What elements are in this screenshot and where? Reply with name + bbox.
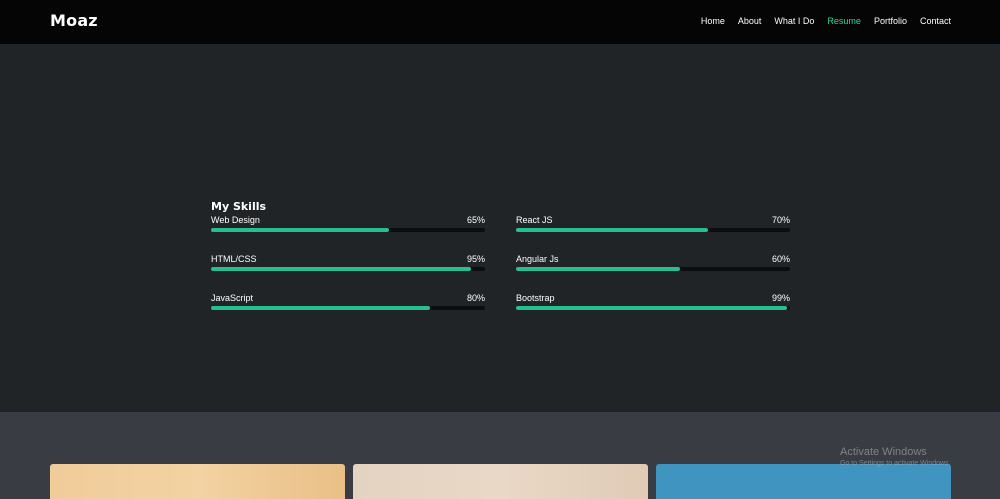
nav-link-portfolio[interactable]: Portfolio <box>873 16 907 26</box>
skills-heading: My Skills <box>211 200 267 213</box>
skill-name: JavaScript <box>211 293 254 303</box>
skill-progress-track <box>211 267 485 271</box>
portfolio-card-2[interactable] <box>353 464 648 499</box>
nav-link-resume[interactable]: Resume <box>827 16 861 26</box>
skill-progress-track <box>211 306 485 310</box>
skill-progress-fill <box>516 228 708 232</box>
skill-name: React JS <box>516 215 553 225</box>
navbar: Moaz Home About What I Do Resume Portfol… <box>0 0 1000 44</box>
skill-progress-fill <box>211 267 472 271</box>
skill-name: HTML/CSS <box>211 254 257 264</box>
watermark-title: Activate Windows <box>840 446 927 458</box>
skill-progress-fill <box>211 228 390 232</box>
nav-link-contact[interactable]: Contact <box>919 16 951 26</box>
skill-progress-fill <box>211 306 431 310</box>
skill-name: Web Design <box>211 215 260 225</box>
skill-percent: 99% <box>771 293 790 303</box>
portfolio-card-3[interactable] <box>656 464 951 499</box>
portfolio-card-1[interactable] <box>50 464 345 499</box>
skill-progress-track <box>211 228 485 232</box>
skill-percent: 95% <box>466 254 485 264</box>
skill-progress-track <box>516 267 790 271</box>
nav-menu: Home About What I Do Resume Portfolio Co… <box>701 16 951 26</box>
nav-link-home[interactable]: Home <box>700 16 725 26</box>
watermark-subtitle: Go to Settings to activate Windows. <box>840 460 951 467</box>
windows-activation-watermark: Activate Windows Go to Settings to activ… <box>840 446 951 467</box>
skills-section: My Skills Web Design 65% React JS 70% HT… <box>0 44 1000 412</box>
skill-name: Bootstrap <box>516 293 555 303</box>
skill-percent: 65% <box>466 215 485 225</box>
skill-percent: 80% <box>466 293 485 303</box>
skill-progress-track <box>516 228 790 232</box>
skill-name: Angular Js <box>516 254 559 264</box>
skill-progress-fill <box>516 267 681 271</box>
brand-logo[interactable]: Moaz <box>50 11 98 30</box>
skill-percent: 60% <box>771 254 790 264</box>
skill-percent: 70% <box>771 215 790 225</box>
portfolio-section <box>0 412 1000 499</box>
skill-progress-track <box>516 306 790 310</box>
skill-progress-fill <box>516 306 788 310</box>
nav-link-about[interactable]: About <box>737 16 762 26</box>
nav-link-what-i-do[interactable]: What I Do <box>774 16 815 26</box>
